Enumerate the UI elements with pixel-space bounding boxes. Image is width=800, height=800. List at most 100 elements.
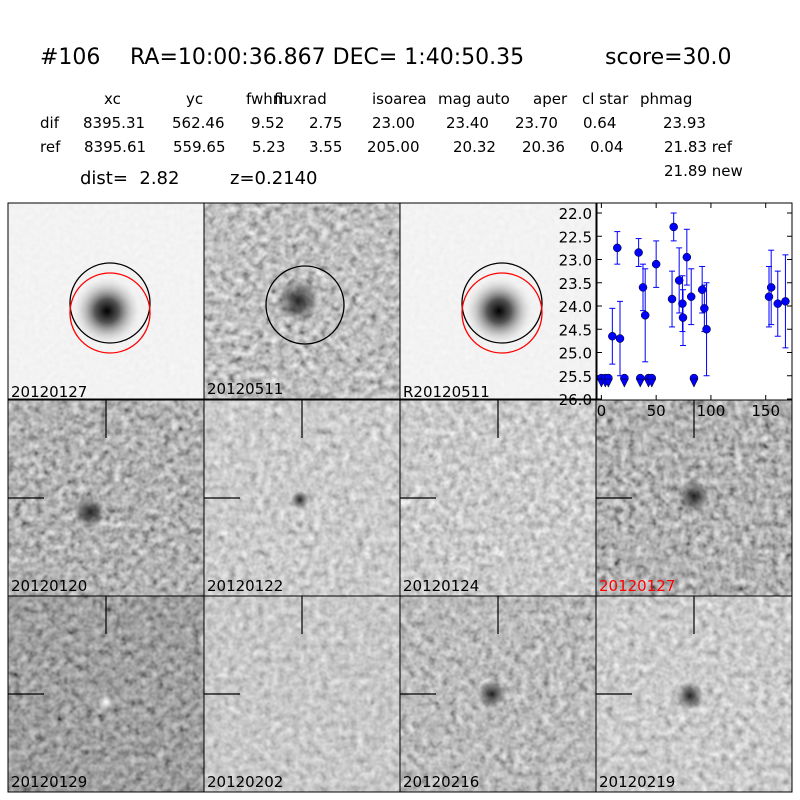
data-point <box>678 313 688 322</box>
aperture-new <box>265 265 345 345</box>
stamp-date: 20120219 <box>599 773 675 791</box>
table-cell: 23.93 <box>663 114 706 132</box>
data-point <box>674 276 684 285</box>
table-cell: 562.46 <box>172 114 225 132</box>
plot-frame <box>596 202 793 401</box>
stamp-date: 20120202 <box>207 773 283 791</box>
table-cell: 9.52 <box>251 114 284 132</box>
table-cell: 5.23 <box>252 138 285 156</box>
upper-limit <box>647 378 657 388</box>
column-header: cl star <box>582 90 629 108</box>
y-tick-label: 26.0 <box>559 391 592 409</box>
x-tick-label: 100 <box>697 402 726 420</box>
data-point <box>686 292 696 301</box>
data-point <box>764 292 774 301</box>
stamp-date: 20120129 <box>11 773 87 791</box>
data-point <box>700 304 709 313</box>
aperture-ref <box>461 272 543 354</box>
table-cell: 559.65 <box>173 138 226 156</box>
column-header: isoarea <box>372 90 427 108</box>
table-cell: 21.83 ref <box>664 138 733 156</box>
table-cell: 23.70 <box>515 114 558 132</box>
y-tick-label: 22.0 <box>559 205 592 223</box>
upper-limit <box>603 378 613 388</box>
x-tick-label: 0 <box>597 402 607 420</box>
score: score=30.0 <box>605 45 732 70</box>
data-point <box>667 294 677 304</box>
data-point <box>766 283 776 292</box>
source-blob <box>276 279 320 323</box>
source-blob <box>74 496 106 528</box>
data-point <box>702 325 711 334</box>
stamp-border <box>595 595 793 793</box>
table-cell: 23.00 <box>372 114 415 132</box>
table-cell: 205.00 <box>367 138 420 156</box>
upper-limit <box>689 378 699 388</box>
source-blob <box>676 682 704 710</box>
y-tick-label: 25.5 <box>559 368 592 386</box>
data-point <box>634 248 643 257</box>
panels: 20120127 20120511 R20120511 20120120 2012012… <box>7 202 793 793</box>
table-cell: 0.64 <box>583 114 616 132</box>
redshift: z=0.2140 <box>230 168 318 189</box>
data-point <box>615 334 625 343</box>
distance: dist= 2.82 <box>80 168 179 189</box>
data-point <box>781 297 790 306</box>
y-tick-label: 24.0 <box>559 298 592 316</box>
stamp-date: 20120127 <box>599 577 675 595</box>
plot-area <box>597 203 792 400</box>
upper-limit <box>619 378 629 388</box>
stamp-date: 20120127 <box>11 383 87 401</box>
galaxy <box>465 277 533 345</box>
y-tick-label: 25.0 <box>559 345 592 363</box>
column-header: xc <box>104 90 121 108</box>
table-cell: 20.32 <box>453 138 496 156</box>
aperture-ref <box>69 272 151 354</box>
table-cell: 2.75 <box>309 114 342 132</box>
y-tick-label: 23.5 <box>559 275 592 293</box>
upper-limit <box>635 378 645 388</box>
source-blob <box>98 694 114 710</box>
row-label: dif <box>40 114 60 132</box>
column-header: fluxrad <box>274 90 327 108</box>
data-point <box>608 331 617 341</box>
stamp-border <box>399 202 597 400</box>
table-cell: 0.04 <box>590 138 623 156</box>
data-point <box>638 283 648 292</box>
table-cell: 23.40 <box>446 114 489 132</box>
column-header: phmag <box>640 90 692 108</box>
aperture-new <box>69 262 151 344</box>
data-point <box>651 259 661 269</box>
stamp-date: 20120124 <box>403 577 479 595</box>
data-point <box>640 311 650 320</box>
y-tick-label: 23.0 <box>559 252 592 270</box>
phmag-new: 21.89 new <box>664 162 743 180</box>
stamp-date: 20120216 <box>403 773 479 791</box>
data-point <box>669 222 678 232</box>
stamp-date: 20120120 <box>11 577 87 595</box>
stamp-date: 20120511 <box>207 380 283 398</box>
table-cell: 8395.61 <box>84 138 146 156</box>
column-header: aper <box>533 90 568 108</box>
data-point <box>613 243 622 253</box>
data-point <box>678 299 687 308</box>
stamp-date: 20120122 <box>207 577 283 595</box>
aperture-new <box>461 262 543 344</box>
coordinates: RA=10:00:36.867 DEC= 1:40:50.35 <box>130 45 524 70</box>
x-tick-label: 50 <box>647 402 666 420</box>
source-blob <box>291 491 309 509</box>
column-header: mag auto <box>438 90 510 108</box>
source-blob <box>478 680 506 708</box>
table-cell: 8395.31 <box>83 114 145 132</box>
column-header: fwhm <box>246 90 287 108</box>
galaxy <box>73 277 141 345</box>
y-tick-label: 22.5 <box>559 228 592 246</box>
data-point <box>773 299 783 308</box>
data-point <box>682 252 692 262</box>
table-cell: 3.55 <box>309 138 342 156</box>
stamp-date: R20120511 <box>403 383 490 401</box>
x-tick-label: 150 <box>751 402 780 420</box>
source-blob <box>678 480 710 512</box>
table-cell: 20.36 <box>522 138 565 156</box>
